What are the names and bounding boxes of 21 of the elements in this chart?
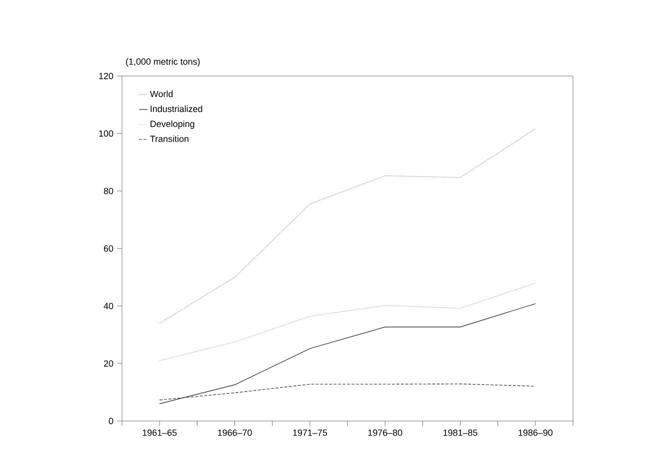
- x-tick-label: 1981–85: [443, 429, 478, 436]
- line-series: [159, 282, 536, 361]
- y-tick-label: 80: [104, 188, 114, 194]
- x-tick-label: 1971–75: [293, 429, 327, 436]
- line-series: [159, 303, 536, 404]
- legend-label: Industrialized: [150, 105, 202, 112]
- y-tick-label: 60: [104, 245, 114, 252]
- x-tick-label: 1961–65: [142, 429, 177, 436]
- y-tick-label: 120: [99, 72, 114, 80]
- line-series: [159, 384, 536, 400]
- y-axis-title: (1,000 metric tons): [126, 58, 200, 66]
- x-tick-label: 1986–90: [518, 429, 553, 436]
- x-tick-label: 1966–70: [218, 429, 252, 436]
- y-tick-label: 20: [104, 360, 114, 367]
- y-tick-label: 0: [108, 418, 114, 424]
- y-tick-label: 100: [99, 130, 114, 137]
- legend-label: Developing: [150, 120, 194, 129]
- y-tick-label: 40: [104, 302, 114, 310]
- x-tick-label: 1976–80: [368, 429, 402, 436]
- legend-label: World: [150, 90, 173, 98]
- legend-label: Transition: [150, 135, 188, 142]
